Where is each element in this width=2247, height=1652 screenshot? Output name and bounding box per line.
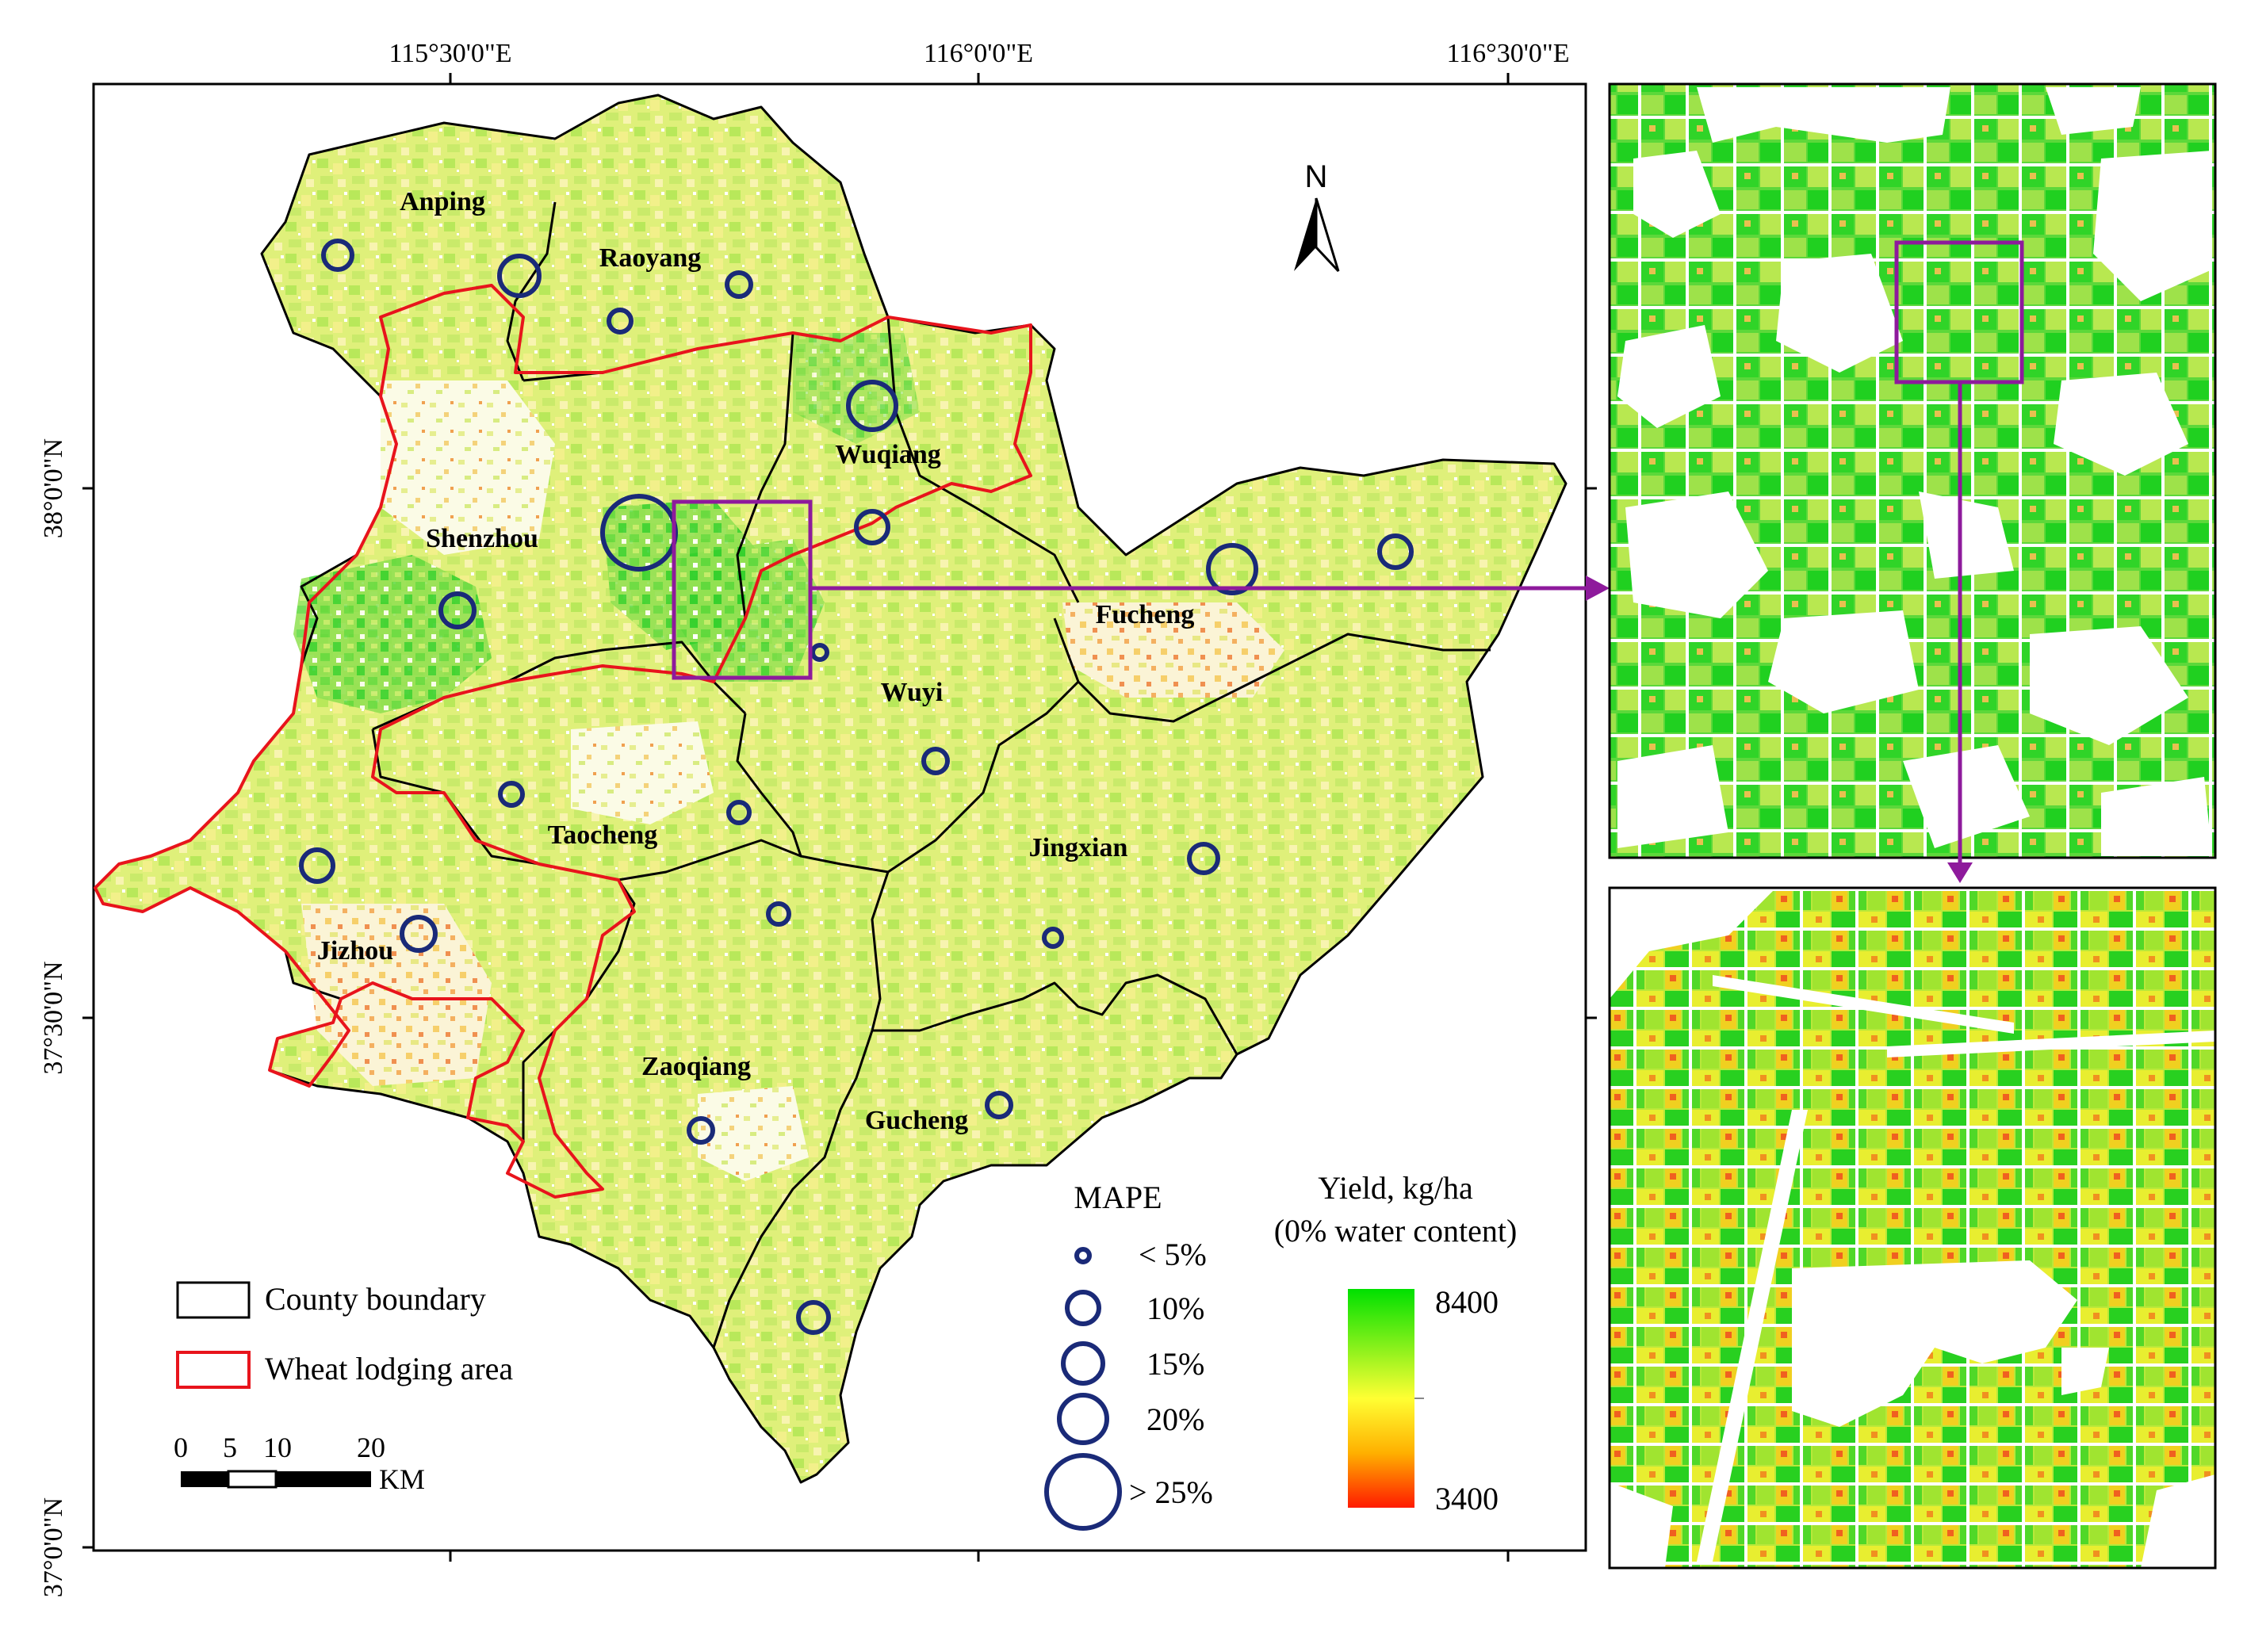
inset-arrow-head-down xyxy=(1947,862,1973,883)
mape-marker xyxy=(921,747,950,775)
yield-legend-title: Yield, kg/ha xyxy=(1318,1170,1473,1206)
mape-legend-label-15: 15% xyxy=(1146,1346,1204,1382)
county-label-raoyang: Raoyang xyxy=(599,243,701,273)
yield-legend-subtitle: (0% water content) xyxy=(1274,1213,1518,1249)
mape-marker xyxy=(607,308,634,335)
mape-legend-label-20: 20% xyxy=(1146,1402,1204,1437)
county-label-anping: Anping xyxy=(400,187,485,216)
inset-panel-bottom xyxy=(1608,886,2217,1570)
mape-marker xyxy=(1187,842,1220,875)
wheat-lodging-swatch xyxy=(176,1351,251,1389)
mape-marker xyxy=(810,643,829,662)
inset-arrow-head xyxy=(1586,576,1610,601)
county-label-shenzhou: Shenzhou xyxy=(426,524,538,553)
yield-legend: Yield, kg/ha (0% water content) 8400 340… xyxy=(1274,1170,1518,1516)
county-label-fucheng: Fucheng xyxy=(1096,600,1195,629)
mape-marker xyxy=(497,254,542,298)
longitude-label-1: 115°30'0"E xyxy=(389,39,511,68)
mape-legend-symbol-5 xyxy=(1074,1247,1092,1264)
county-label-gucheng: Gucheng xyxy=(865,1106,968,1135)
county-boundary-swatch xyxy=(176,1281,251,1319)
mape-marker xyxy=(766,901,791,927)
latitude-label-2: 37°30'0"N xyxy=(39,961,68,1074)
north-arrow: N xyxy=(1294,159,1340,273)
yield-raster xyxy=(95,95,1566,1482)
scale-tick-20: 20 xyxy=(357,1432,385,1463)
wheat-lodging-label: Wheat lodging area xyxy=(265,1351,513,1386)
yield-legend-max: 8400 xyxy=(1435,1284,1499,1320)
mape-legend-label-25: > 25% xyxy=(1129,1474,1213,1510)
mape-marker xyxy=(438,591,477,629)
mape-marker xyxy=(846,380,898,432)
county-label-zaoqiang: Zaoqiang xyxy=(641,1052,751,1081)
mape-marker xyxy=(321,239,354,272)
mape-marker xyxy=(796,1300,831,1335)
inset-panel-top xyxy=(1608,82,2217,859)
yield-color-ramp xyxy=(1348,1289,1414,1508)
mape-legend: MAPE < 5% 10% 15% 20% > 25% xyxy=(1044,1180,1213,1531)
county-label-wuyi: Wuyi xyxy=(881,678,944,707)
mape-marker xyxy=(687,1116,715,1145)
latitude-label-1: 38°0'0"N xyxy=(39,438,68,538)
scale-unit: KM xyxy=(379,1463,425,1495)
latitude-label-3: 37°0'0"N xyxy=(39,1497,68,1597)
scale-tick-0: 0 xyxy=(174,1432,188,1463)
mape-marker xyxy=(400,915,438,953)
mape-marker xyxy=(498,781,525,808)
inset-bottom-raster xyxy=(1610,888,2215,1568)
mape-marker xyxy=(1377,533,1414,570)
scale-bar: 0 5 10 20 KM xyxy=(174,1432,425,1495)
mape-marker xyxy=(1206,543,1258,595)
county-label-wuqiang: Wuqiang xyxy=(835,440,941,469)
mape-legend-label-10: 10% xyxy=(1146,1291,1204,1326)
mape-marker xyxy=(725,270,753,299)
county-label-jingxian: Jingxian xyxy=(1029,833,1128,862)
mape-legend-symbol-20 xyxy=(1057,1393,1109,1445)
mape-marker xyxy=(854,509,890,545)
longitude-label-2: 116°0'0"E xyxy=(924,39,1033,68)
mape-marker xyxy=(299,847,335,884)
mape-legend-symbol-15 xyxy=(1061,1341,1105,1386)
county-boundary-label: County boundary xyxy=(265,1281,486,1317)
mape-marker xyxy=(726,800,752,825)
longitude-label-3: 116°30'0"E xyxy=(1446,39,1569,68)
mape-legend-symbol-25 xyxy=(1044,1453,1122,1531)
north-arrow-label: N xyxy=(1305,159,1328,194)
mape-legend-title: MAPE xyxy=(1074,1180,1162,1215)
county-label-taocheng: Taocheng xyxy=(548,820,658,850)
mape-marker xyxy=(1042,927,1064,949)
wheat-lodging-boundary xyxy=(94,284,1032,1199)
mape-legend-symbol-10 xyxy=(1065,1290,1101,1326)
county-label-jizhou: Jizhou xyxy=(317,936,393,966)
mape-legend-label-5: < 5% xyxy=(1139,1237,1207,1272)
yield-legend-min: 3400 xyxy=(1435,1481,1499,1516)
scale-tick-5: 5 xyxy=(223,1432,237,1463)
boundary-legend: County boundary Wheat lodging area xyxy=(176,1281,513,1389)
mape-marker xyxy=(985,1091,1013,1119)
scale-tick-10: 10 xyxy=(263,1432,292,1463)
graticule-ticks xyxy=(82,73,1597,1562)
